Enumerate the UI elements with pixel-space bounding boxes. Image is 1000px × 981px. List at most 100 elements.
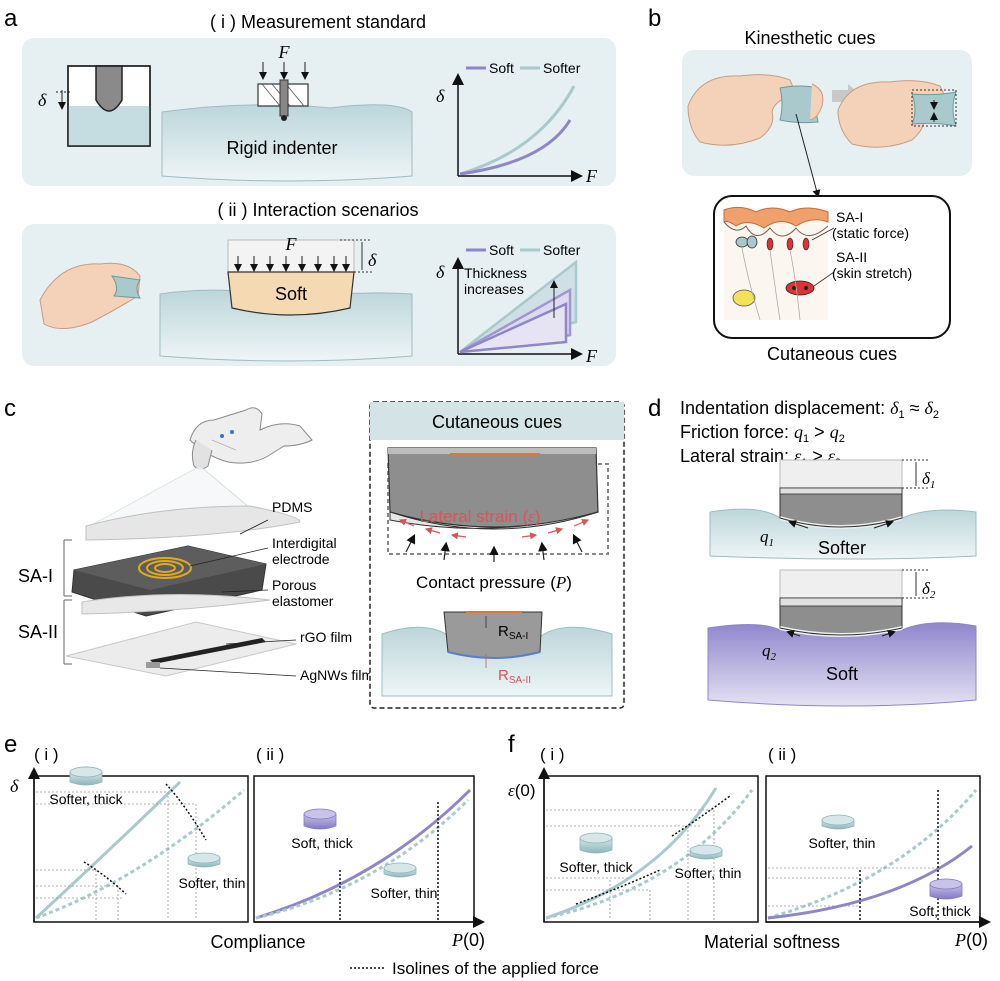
f-ii-label: ( ii ): [768, 745, 796, 764]
c-substrate: [65, 621, 297, 677]
a-i-title: ( i ) Measurement standard: [210, 12, 426, 32]
panel-c: c SA-I SA-II P: [4, 395, 625, 709]
c-pdms-layer: [85, 505, 301, 541]
e-center-label: Compliance: [210, 932, 305, 952]
b-hand-left: [687, 74, 797, 146]
e-y-label: δ: [10, 776, 19, 796]
a-i-curve-soft: [459, 119, 572, 176]
c-label-electrode: electrode: [272, 551, 330, 567]
d-soft-tissue: [707, 622, 977, 707]
e-i-curve-thin: [35, 788, 245, 920]
c-label-porous: Porous: [272, 577, 316, 593]
c-contact-pressure: Contact pressure (P): [416, 573, 572, 592]
b-epidermis: [723, 206, 829, 229]
panel-f: f ( i ) ( ii ) ε(0) Softer, t: [508, 731, 991, 952]
d-delta2: δ2: [922, 579, 936, 601]
c-r-sa1: RSA-I: [498, 623, 528, 642]
a-ii-axis-y: δ: [436, 262, 445, 282]
footer-legend: Isolines of the applied force: [350, 959, 599, 978]
c-label-rgo: rGO film: [300, 629, 352, 645]
f-ii-curve-soft-thick: [767, 844, 973, 920]
b-block-left: [779, 85, 819, 124]
c-robot-hand: [189, 407, 313, 470]
f-i-plot: Softer, thick Softer, thin: [538, 767, 759, 923]
d-soft-label: Soft: [826, 664, 858, 684]
e-ii-label: ( ii ): [256, 745, 284, 764]
f-i-label: ( i ): [540, 745, 565, 764]
b-title: Kinesthetic cues: [744, 28, 875, 48]
b-sa1-label: SA-I: [836, 209, 863, 225]
b-sa2-label: SA-II: [836, 249, 867, 265]
f-ii-plot: Softer, thin Soft, thick: [765, 775, 981, 923]
panel-b: b Kinesthetic cues SA-I (static: [648, 5, 972, 364]
b-sa2-desc: (skin stretch): [832, 265, 912, 281]
c-group-sa1: SA-I: [18, 566, 53, 586]
panel-e: e ( i ) ( ii ) δ: [4, 731, 485, 952]
a-i-curve-softer: [459, 85, 576, 176]
a-ii-force: F: [285, 234, 298, 254]
panel-a: a ( i ) Measurement standard δ F Rigid i…: [4, 5, 616, 366]
c-group-sa2: SA-II: [18, 622, 58, 642]
e-i-label: ( i ): [34, 745, 59, 764]
a-ii-legend-soft: Soft: [489, 242, 514, 258]
e-ii-curve-soft-thick: [255, 788, 472, 920]
e-ii-curve-softer-thin: [255, 798, 470, 920]
a-ii-axis-x: F: [585, 346, 598, 366]
a-i-tissue: [161, 104, 413, 182]
a-inset-tissue: [68, 106, 150, 146]
a-ii-plot: Thickness increases Soft Softer δ F: [436, 242, 598, 366]
e-i-plot: Softer, thick Softer, thin: [28, 766, 249, 923]
panel-letter-c: c: [4, 395, 16, 422]
a-ii-thickness-1: Thickness: [464, 265, 527, 281]
a-inset-indenter: [95, 65, 123, 112]
a-i-legend-soft: Soft: [489, 60, 514, 76]
f-i-curve-thin: [545, 789, 754, 920]
c-rgo-film: [150, 638, 266, 664]
d-q1: q1: [760, 527, 774, 549]
e-x-label: P(0): [451, 930, 485, 950]
c-box-header: [370, 402, 624, 440]
d-q2: q2: [762, 641, 777, 663]
a-ii-thickness-2: increases: [464, 281, 524, 297]
f-i-curve-thick: [545, 787, 718, 920]
a-ii-soft-label: Soft: [275, 284, 307, 304]
a-ii-hand: [39, 262, 141, 329]
d-line-2: Friction force: q1 > q2: [680, 422, 845, 445]
d-delta1: δ1: [922, 469, 935, 491]
panel-letter-e: e: [4, 731, 17, 758]
e-i-curve-thick: [34, 780, 182, 920]
panel-letter-a: a: [4, 5, 18, 32]
e-ii-sample-thin: Softer, thin: [371, 885, 438, 901]
a-rigid-indenter-label: Rigid indenter: [226, 138, 337, 158]
c-lateral-strain: Lateral strain (ε): [419, 507, 540, 526]
f-y-label: ε(0): [508, 781, 535, 800]
panel-letter-f: f: [508, 731, 515, 758]
f-ii-curve-softer-thin: [767, 789, 978, 920]
c-label-elastomer: elastomer: [272, 593, 334, 609]
c-label-pdms: PDMS: [272, 499, 312, 515]
a-i-legend-softer: Softer: [543, 60, 581, 76]
e-ii-plot: Soft, thick Softer, thin: [253, 775, 475, 923]
panel-letter-b: b: [648, 5, 661, 32]
c-agnws-film: [146, 662, 160, 668]
c-label-interdigital: Interdigital: [272, 535, 337, 551]
f-ii-sample-thick: Soft, thick: [909, 903, 971, 919]
a-ii-title: ( ii ) Interaction scenarios: [217, 200, 418, 220]
f-x-label: P(0): [954, 930, 988, 950]
b-bottom-title: Cutaneous cues: [767, 344, 897, 364]
a-ii-soft-block: [227, 271, 355, 316]
d-softer-label: Softer: [818, 538, 866, 558]
e-ii-sample-thick: Soft, thick: [291, 835, 353, 851]
b-sa1-desc: (static force): [832, 225, 909, 241]
c-box-title: Cutaneous cues: [432, 412, 562, 432]
a-ii-legend-softer: Softer: [543, 242, 581, 258]
f-center-label: Material softness: [704, 932, 840, 952]
d-softer-tissue: [709, 508, 977, 560]
c-label-agnws: AgNWs film: [300, 667, 373, 683]
a-i-axis-y: δ: [436, 86, 445, 106]
a-rigid-rod: [279, 79, 289, 117]
panel-letter-d: d: [648, 395, 661, 422]
e-i-sample-thick: Softer, thick: [49, 791, 123, 807]
f-ii-sample-thin: Softer, thin: [809, 835, 876, 851]
